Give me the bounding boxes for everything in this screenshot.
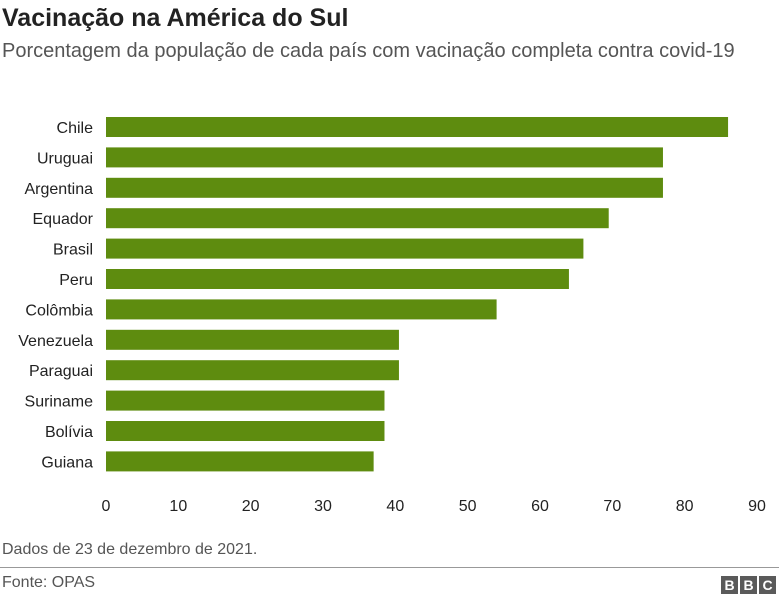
footer-divider: [0, 567, 779, 568]
category-label-3: Equador: [33, 211, 94, 228]
bar-1: [106, 147, 663, 168]
source-note: Fonte: OPAS: [2, 574, 96, 591]
bar-8: [106, 360, 399, 381]
x-tick-label-3: 30: [314, 498, 332, 515]
category-label-5: Peru: [59, 272, 93, 289]
x-tick-label-4: 40: [386, 498, 404, 515]
bbc-logo: B B C: [721, 576, 776, 594]
bar-3: [106, 208, 609, 229]
bar-0: [106, 117, 729, 137]
bar-10: [106, 421, 385, 441]
bar-2: [106, 177, 663, 198]
x-tick-label-1: 10: [169, 498, 187, 515]
bar-chart: Chile Uruguai Argentina Equador Brasil Peru Co…: [18, 117, 766, 515]
category-label-1: Uruguai: [37, 150, 93, 167]
category-label-8: Paraguai: [29, 363, 93, 380]
bar-9: [106, 390, 385, 411]
data-date-note: Dados de 23 de dezembro de 2021.: [2, 541, 258, 558]
bbc-logo-letter-1: B: [721, 576, 738, 594]
bbc-logo-letter-2: B: [740, 576, 757, 594]
bar-6: [106, 299, 497, 320]
x-tick-label-0: 0: [102, 498, 111, 515]
category-label-2: Argentina: [25, 181, 94, 198]
x-tick-label-8: 80: [676, 498, 694, 515]
x-tick-label-7: 70: [603, 498, 621, 515]
category-label-6: Colômbia: [25, 302, 93, 319]
bar-11: [106, 451, 374, 472]
category-label-7: Venezuela: [18, 333, 93, 350]
x-tick-label-2: 20: [242, 498, 260, 515]
category-label-4: Brasil: [53, 242, 93, 259]
x-tick-label-6: 60: [531, 498, 549, 515]
bar-4: [106, 238, 584, 259]
category-label-10: Bolívia: [45, 424, 93, 441]
chart-title: Vacinação na América do Sul: [2, 4, 349, 32]
bar-7: [106, 329, 399, 350]
x-tick-label-9: 90: [748, 498, 766, 515]
x-tick-label-5: 50: [459, 498, 477, 515]
chart-subtitle: Porcentagem da população de cada país co…: [2, 40, 735, 62]
category-label-11: Guiana: [41, 454, 93, 471]
category-label-0: Chile: [57, 120, 94, 137]
category-label-9: Suriname: [25, 394, 94, 411]
bbc-logo-letter-3: C: [759, 576, 776, 594]
bar-5: [106, 269, 569, 289]
